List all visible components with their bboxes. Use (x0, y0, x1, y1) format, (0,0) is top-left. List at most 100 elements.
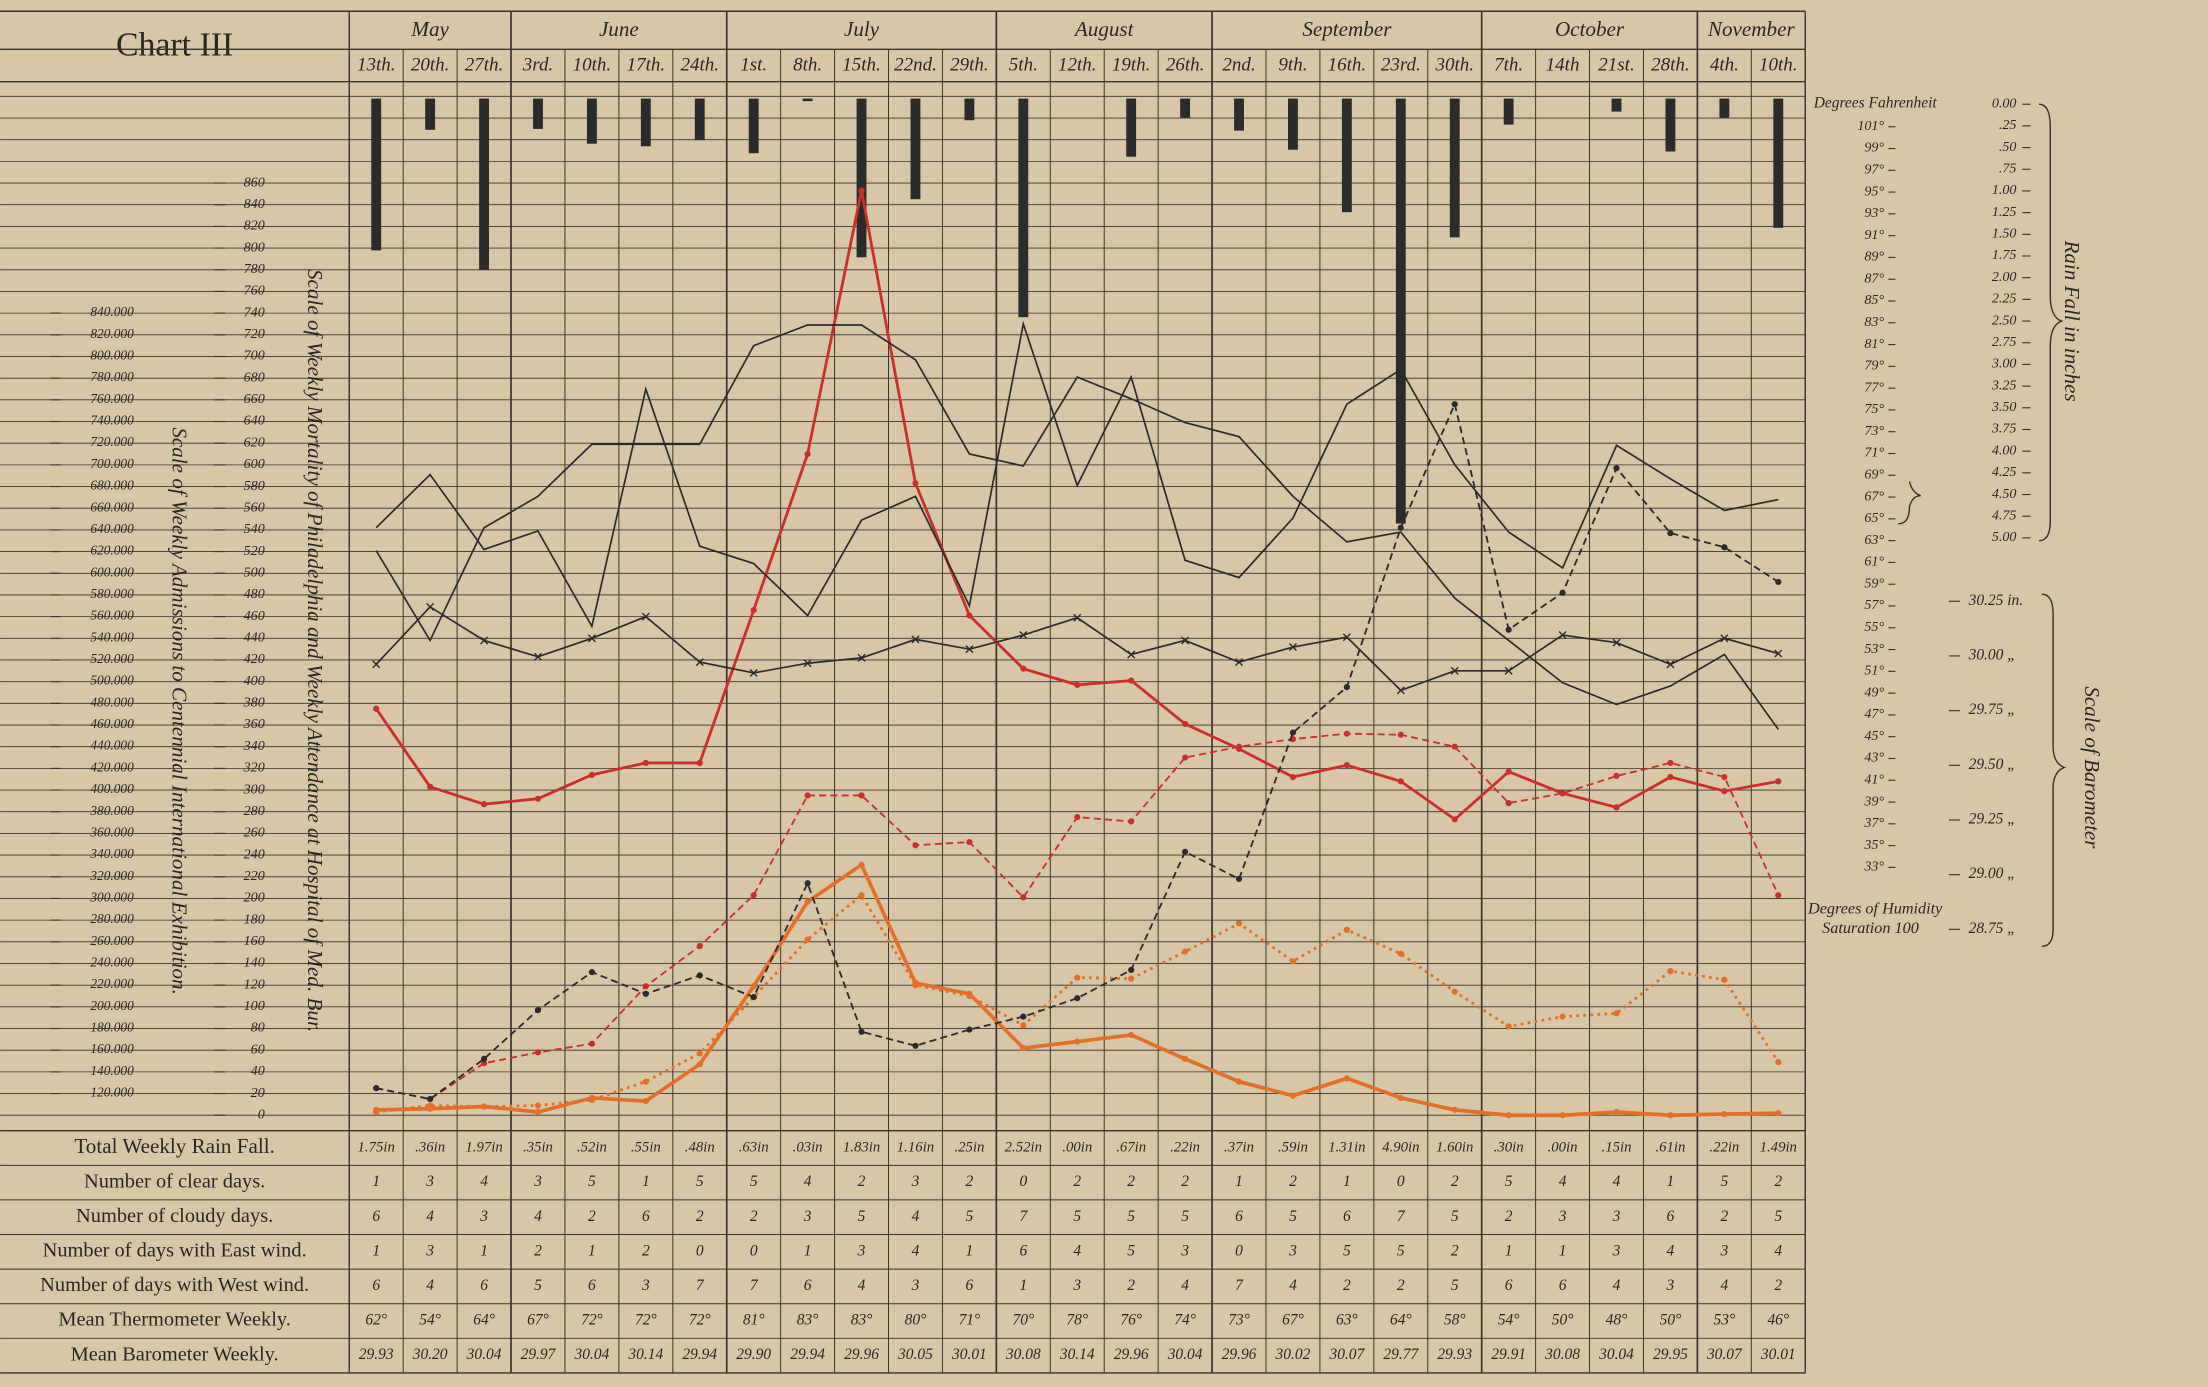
table-cell: .37in (1224, 1139, 1254, 1155)
x-tick-label: 12th. (1058, 55, 1097, 76)
point (1613, 772, 1620, 780)
table-cell: 74° (1174, 1312, 1196, 1329)
point (1343, 926, 1350, 933)
table-cell: 30.02 (1275, 1346, 1311, 1363)
point (1020, 1013, 1027, 1020)
rain-bar (479, 98, 489, 270)
rain-tick-label: 4.50 (1992, 486, 2017, 502)
point (1289, 773, 1297, 781)
table-cell: 5 (1343, 1242, 1351, 1259)
point (1451, 816, 1458, 823)
table-cell: .22in (1170, 1139, 1200, 1155)
table-cell: 67° (1282, 1312, 1304, 1329)
point (1074, 974, 1081, 981)
table-cell: 3 (1558, 1208, 1567, 1225)
rain-bar (1180, 98, 1191, 118)
rain-bar (694, 98, 705, 141)
y2-tick-label: 200.000 (90, 998, 134, 1013)
point (1181, 848, 1189, 855)
point (966, 992, 973, 1000)
point (642, 1098, 649, 1105)
point (804, 936, 811, 943)
y-tick-label: 60 (251, 1041, 265, 1057)
point (1128, 677, 1135, 684)
table-cell: 2 (750, 1208, 758, 1225)
point (1343, 730, 1350, 737)
table-cell: 3 (425, 1242, 434, 1259)
temperature-tick-label: 61° (1864, 554, 1884, 570)
point (1559, 1112, 1566, 1119)
point (858, 892, 865, 899)
rain-tick-label: .50 (1999, 139, 2017, 155)
rain-bar (802, 98, 813, 102)
point (858, 187, 865, 194)
rain-bar (1341, 98, 1352, 213)
table-cell: 6 (1559, 1277, 1567, 1294)
point (803, 659, 812, 668)
table-cell: 72° (581, 1312, 603, 1329)
x-tick-label: 8th. (793, 55, 822, 76)
table-cell: 30.01 (1760, 1346, 1796, 1363)
point (427, 1095, 434, 1103)
table-cell: 64° (473, 1312, 495, 1329)
point (1505, 799, 1512, 807)
point (642, 759, 649, 767)
y-tick-label: 140 (244, 955, 265, 971)
y2-tick-label: 340.000 (89, 846, 134, 861)
y2-tick-label: 620.000 (90, 543, 134, 558)
table-row-label: Mean Barometer Weekly. (71, 1343, 279, 1365)
table-cell: 2 (1720, 1208, 1728, 1225)
temperature-tick-label: 101° (1857, 118, 1884, 134)
table-cell: 29.93 (359, 1346, 394, 1363)
point (534, 1049, 542, 1056)
temperature-tick-label: 63° (1864, 532, 1884, 548)
rain-tick-label: 1.00 (1992, 182, 2017, 198)
table-cell: 4 (1613, 1277, 1621, 1294)
rain-bar (1503, 98, 1514, 125)
y2-tick-label: 660.000 (90, 499, 134, 514)
point (804, 792, 811, 799)
y-tick-label: 860 (244, 174, 265, 190)
point (1181, 948, 1189, 955)
table-cell: .35in (523, 1139, 553, 1155)
point (588, 1096, 596, 1104)
table-cell: 2 (1289, 1173, 1297, 1190)
rain-tick-label: 2.00 (1992, 269, 2017, 285)
table-cell: .55in (631, 1139, 661, 1155)
point (1235, 920, 1243, 927)
point (804, 898, 811, 905)
table-cell: 5 (966, 1208, 974, 1225)
temperature-tick-label: 51° (1864, 663, 1884, 679)
table-cell: 6 (804, 1277, 812, 1294)
y2-tick-label: 360.000 (89, 824, 134, 839)
table-cell: 2 (1451, 1242, 1459, 1259)
point (858, 1028, 865, 1035)
x-tick-label: 30th. (1434, 55, 1474, 76)
table-cell: 29.77 (1383, 1346, 1419, 1363)
point (1775, 1059, 1782, 1066)
point (750, 892, 757, 899)
temperature-tick-label: 83° (1864, 314, 1884, 330)
table-cell: 1 (1343, 1173, 1351, 1190)
point (534, 1006, 542, 1014)
table-cell: 54° (1498, 1312, 1520, 1329)
point (1504, 666, 1513, 675)
y-tick-label: 840 (244, 196, 265, 212)
point (1343, 1075, 1350, 1082)
table-cell: 6 (966, 1277, 974, 1294)
temperature-tick-label: 49° (1864, 684, 1884, 700)
point (1559, 589, 1566, 596)
table-cell: 4 (1667, 1242, 1675, 1259)
y2-tick-label: 140.000 (90, 1063, 134, 1078)
table-cell: 6 (1667, 1208, 1675, 1225)
point (695, 658, 704, 667)
y-tick-label: 180 (244, 911, 265, 927)
table-cell: 1.60in (1436, 1139, 1473, 1155)
point (480, 1060, 488, 1067)
point (750, 607, 757, 614)
point (1235, 1078, 1243, 1085)
point (804, 880, 811, 887)
point (588, 1040, 596, 1047)
table-cell: 2 (588, 1208, 596, 1225)
